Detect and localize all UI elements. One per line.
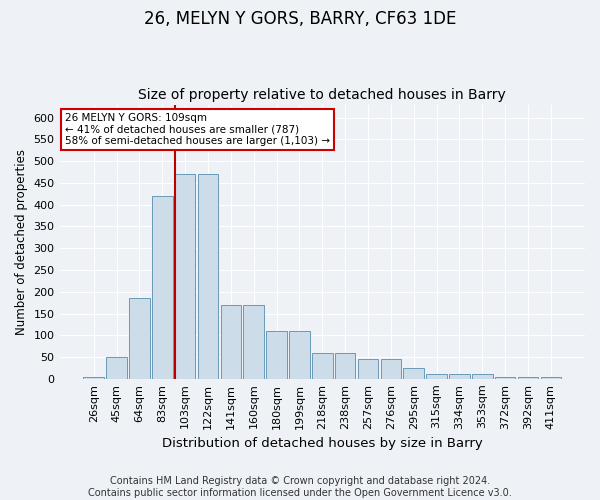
Text: Contains HM Land Registry data © Crown copyright and database right 2024.
Contai: Contains HM Land Registry data © Crown c… (88, 476, 512, 498)
Bar (426, 374, 447, 379)
Bar (403, 368, 424, 379)
Bar (266, 331, 287, 379)
Bar (312, 352, 332, 379)
Bar (518, 378, 538, 379)
Bar (449, 374, 470, 379)
Bar (495, 376, 515, 379)
Bar (198, 174, 218, 379)
Text: 26 MELYN Y GORS: 109sqm
← 41% of detached houses are smaller (787)
58% of semi-d: 26 MELYN Y GORS: 109sqm ← 41% of detache… (65, 113, 330, 146)
Bar (358, 359, 378, 379)
Bar (541, 376, 561, 379)
Title: Size of property relative to detached houses in Barry: Size of property relative to detached ho… (139, 88, 506, 102)
Bar (221, 305, 241, 379)
Bar (289, 331, 310, 379)
Bar (152, 196, 173, 379)
Bar (244, 305, 264, 379)
Bar (472, 374, 493, 379)
X-axis label: Distribution of detached houses by size in Barry: Distribution of detached houses by size … (162, 437, 482, 450)
Bar (129, 298, 150, 379)
Text: 26, MELYN Y GORS, BARRY, CF63 1DE: 26, MELYN Y GORS, BARRY, CF63 1DE (144, 10, 456, 28)
Y-axis label: Number of detached properties: Number of detached properties (15, 148, 28, 334)
Bar (106, 357, 127, 379)
Bar (83, 376, 104, 379)
Bar (175, 174, 196, 379)
Bar (380, 359, 401, 379)
Bar (335, 352, 355, 379)
